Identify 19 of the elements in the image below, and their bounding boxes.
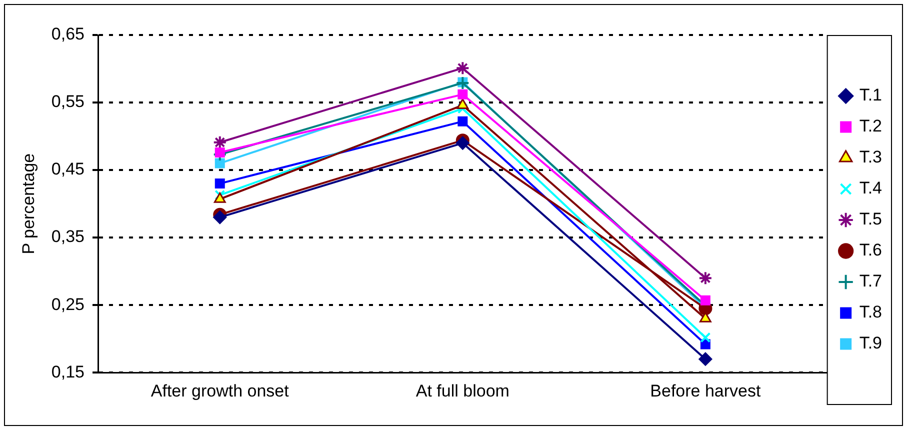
y-tick-label: 0,15 <box>51 362 84 382</box>
legend-label: T.3 <box>859 148 882 167</box>
legend-label: T.2 <box>859 116 882 136</box>
legend-label: T.1 <box>859 86 882 105</box>
legend-label: T.6 <box>859 240 882 260</box>
legend-label: T.5 <box>859 210 882 229</box>
x-tick-label: At full bloom <box>416 381 510 400</box>
legend-label: T.7 <box>859 272 882 291</box>
y-axis-title: P percentage <box>18 153 38 254</box>
y-tick-label: 0,65 <box>51 24 84 44</box>
x-tick-label: After growth onset <box>150 381 290 400</box>
x-tick-label: Before harvest <box>650 381 761 400</box>
y-tick-label: 0,55 <box>51 92 84 112</box>
y-tick-label: 0,25 <box>51 294 84 314</box>
y-tick-label: 0,45 <box>51 160 84 179</box>
y-tick-label: 0,35 <box>51 227 84 246</box>
legend-label: T.8 <box>859 302 882 322</box>
legend-label: T.4 <box>859 178 882 198</box>
legend-label: T.9 <box>859 334 882 353</box>
